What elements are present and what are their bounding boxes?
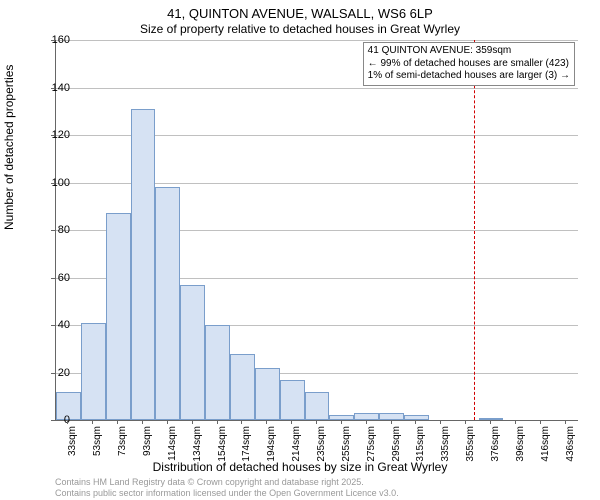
histogram-bar bbox=[180, 285, 205, 420]
x-tick-mark bbox=[565, 420, 566, 424]
y-tick-mark bbox=[51, 278, 55, 279]
histogram-bar bbox=[280, 380, 305, 420]
histogram-bar bbox=[255, 368, 280, 420]
x-tick-label: 376sqm bbox=[490, 426, 501, 462]
histogram-bar bbox=[404, 415, 429, 420]
x-tick-label: 53sqm bbox=[92, 426, 103, 456]
x-tick-label: 315sqm bbox=[415, 426, 426, 462]
x-tick-label: 275sqm bbox=[366, 426, 377, 462]
annotation-box: 41 QUINTON AVENUE: 359sqm← 99% of detach… bbox=[363, 42, 575, 86]
x-tick-mark bbox=[366, 420, 367, 424]
x-tick-label: 114sqm bbox=[167, 426, 178, 461]
x-tick-label: 134sqm bbox=[192, 426, 203, 462]
x-tick-label: 335sqm bbox=[440, 426, 451, 462]
annotation-line: 1% of semi-detached houses are larger (3… bbox=[368, 70, 570, 83]
y-tick-label: 40 bbox=[58, 319, 70, 331]
x-tick-mark bbox=[341, 420, 342, 424]
grid-line bbox=[56, 88, 578, 89]
y-tick-mark bbox=[51, 420, 55, 421]
x-tick-mark bbox=[217, 420, 218, 424]
x-tick-label: 235sqm bbox=[316, 426, 327, 462]
chart-title: 41, QUINTON AVENUE, WALSALL, WS6 6LP bbox=[0, 6, 600, 21]
histogram-bar bbox=[329, 415, 354, 420]
histogram-bar bbox=[155, 187, 180, 420]
x-tick-mark bbox=[266, 420, 267, 424]
x-tick-mark bbox=[415, 420, 416, 424]
histogram-bar bbox=[230, 354, 255, 421]
y-tick-mark bbox=[51, 325, 55, 326]
x-tick-mark bbox=[515, 420, 516, 424]
x-tick-mark bbox=[440, 420, 441, 424]
x-tick-label: 194sqm bbox=[266, 426, 277, 462]
x-axis-label: Distribution of detached houses by size … bbox=[0, 460, 600, 474]
y-tick-mark bbox=[51, 135, 55, 136]
histogram-bar bbox=[205, 325, 230, 420]
histogram-bar bbox=[379, 413, 404, 420]
y-tick-label: 20 bbox=[58, 367, 70, 379]
x-tick-mark bbox=[117, 420, 118, 424]
x-tick-label: 355sqm bbox=[465, 426, 476, 462]
x-tick-label: 255sqm bbox=[341, 426, 352, 462]
x-tick-mark bbox=[540, 420, 541, 424]
x-tick-label: 154sqm bbox=[217, 426, 228, 462]
x-tick-label: 416sqm bbox=[540, 426, 551, 462]
y-tick-mark bbox=[51, 230, 55, 231]
x-tick-label: 93sqm bbox=[142, 426, 153, 456]
y-axis-label: Number of detached properties bbox=[2, 65, 16, 230]
histogram-bar bbox=[305, 392, 330, 421]
x-tick-mark bbox=[490, 420, 491, 424]
reference-line bbox=[474, 40, 475, 420]
grid-line bbox=[56, 40, 578, 41]
x-tick-mark bbox=[167, 420, 168, 424]
x-tick-label: 214sqm bbox=[291, 426, 302, 462]
histogram-bar bbox=[81, 323, 106, 420]
x-tick-label: 174sqm bbox=[241, 426, 252, 462]
y-tick-mark bbox=[51, 88, 55, 89]
histogram-bar bbox=[354, 413, 379, 420]
y-tick-label: 80 bbox=[58, 224, 70, 236]
footer-copyright-2: Contains public sector information licen… bbox=[55, 488, 399, 498]
annotation-line: 41 QUINTON AVENUE: 359sqm bbox=[368, 45, 570, 58]
x-tick-mark bbox=[67, 420, 68, 424]
x-tick-mark bbox=[465, 420, 466, 424]
footer-copyright-1: Contains HM Land Registry data © Crown c… bbox=[55, 477, 364, 487]
plot-area bbox=[55, 40, 578, 421]
y-tick-mark bbox=[51, 183, 55, 184]
x-tick-mark bbox=[92, 420, 93, 424]
y-tick-mark bbox=[51, 40, 55, 41]
annotation-line: ← 99% of detached houses are smaller (42… bbox=[368, 58, 570, 71]
x-tick-label: 73sqm bbox=[117, 426, 128, 456]
x-tick-mark bbox=[192, 420, 193, 424]
histogram-bar bbox=[131, 109, 156, 420]
x-tick-mark bbox=[142, 420, 143, 424]
chart-container: 41, QUINTON AVENUE, WALSALL, WS6 6LP Siz… bbox=[0, 0, 600, 500]
x-tick-mark bbox=[241, 420, 242, 424]
x-tick-label: 396sqm bbox=[515, 426, 526, 462]
histogram-bar bbox=[106, 213, 131, 420]
y-tick-mark bbox=[51, 373, 55, 374]
x-tick-mark bbox=[291, 420, 292, 424]
x-tick-label: 436sqm bbox=[565, 426, 576, 462]
x-tick-label: 295sqm bbox=[391, 426, 402, 462]
x-tick-mark bbox=[316, 420, 317, 424]
x-tick-label: 33sqm bbox=[67, 426, 78, 456]
x-tick-mark bbox=[391, 420, 392, 424]
y-tick-label: 60 bbox=[58, 272, 70, 284]
chart-subtitle: Size of property relative to detached ho… bbox=[0, 22, 600, 36]
